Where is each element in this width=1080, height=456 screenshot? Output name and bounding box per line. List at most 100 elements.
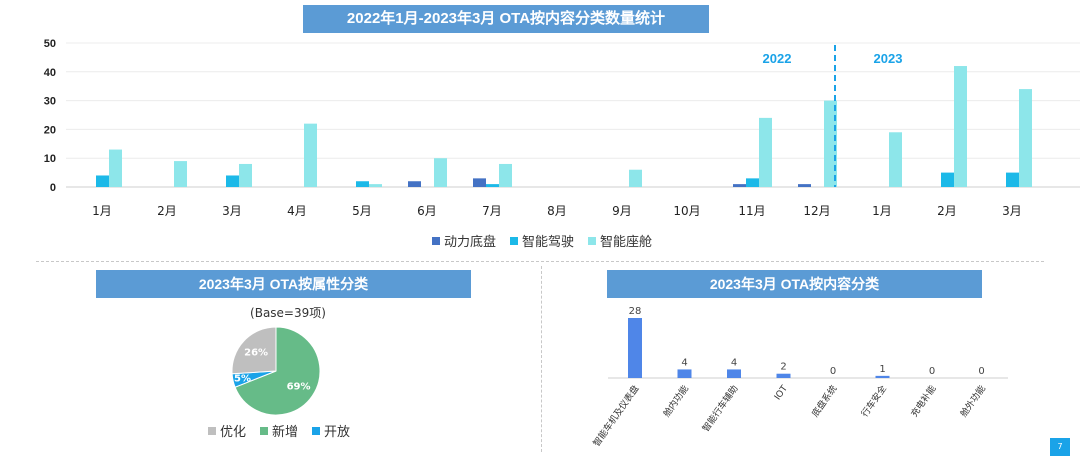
bar-cabin: [499, 163, 512, 187]
x-tick-label: 10月: [673, 204, 700, 218]
bar-drive: [486, 184, 499, 187]
bar-cabin: [304, 123, 317, 187]
pie-chart-title: 2023年3月 OTA按属性分类: [96, 270, 471, 298]
x-tick-label: 2月: [937, 204, 957, 218]
y-tick-label: 30: [44, 96, 56, 108]
x-tick-label: 3月: [222, 204, 242, 218]
content-bar: [628, 318, 642, 378]
x-tick-label: 8月: [547, 204, 567, 218]
bar-power: [408, 181, 421, 187]
y-tick-label: 20: [44, 124, 56, 136]
legend-swatch-power: [432, 236, 440, 245]
bar-drive: [356, 181, 369, 187]
x-tick-label: 6月: [417, 204, 437, 218]
legend-label-power: 动力底盘: [444, 235, 497, 250]
legend-label-optimize: 优化: [220, 425, 247, 440]
content-x-tick-label: IOT: [773, 384, 790, 403]
bar-cabin: [1019, 89, 1032, 187]
bar-cabin: [759, 117, 772, 187]
bar-power: [473, 178, 486, 187]
content-x-tick-label: 舱外功能: [957, 383, 987, 419]
content-x-tick-label: 行车安全: [858, 383, 888, 419]
y-tick-label: 40: [44, 67, 56, 79]
bar-power: [733, 184, 746, 187]
vertical-divider: [541, 266, 542, 452]
horizontal-divider: [36, 261, 1044, 262]
bar-cabin: [889, 132, 902, 187]
pie-chart-legend: 优化 新增 开放: [208, 421, 350, 440]
y-tick-label: 10: [44, 153, 56, 165]
content-x-tick-label: 底盘系统: [809, 383, 839, 419]
content-bar-value: 0: [830, 366, 836, 377]
bar-cabin: [109, 149, 122, 187]
y-tick-label: 50: [44, 38, 56, 50]
legend-item-optimize: 优化: [208, 421, 246, 440]
legend-swatch-optimize: [208, 426, 216, 435]
content-x-tick-label: 智能车机及仪表盘: [590, 383, 641, 449]
bar-cabin: [369, 184, 382, 187]
bar-cabin: [174, 161, 187, 187]
content-x-tick-label: 智能行车辅助: [700, 383, 741, 434]
content-bar-value: 0: [929, 366, 935, 377]
legend-swatch-drive: [510, 236, 519, 245]
main-chart-legend: 动力底盘 智能驾驶 智能座舱: [432, 231, 652, 250]
x-tick-label: 1月: [872, 204, 892, 218]
bar-drive: [96, 175, 109, 187]
legend-item-power: 动力底盘: [432, 231, 496, 250]
content-bar-value: 4: [731, 357, 737, 368]
content-x-tick-label: 充电补能: [908, 383, 938, 419]
bar-cabin: [434, 158, 447, 187]
bar-drive: [746, 178, 759, 187]
content-bar-value: 28: [629, 306, 642, 317]
bar-cabin: [824, 100, 837, 187]
content-bar-value: 0: [978, 366, 984, 377]
bar-drive: [1006, 172, 1019, 187]
legend-item-open: 开放: [312, 421, 350, 440]
legend-item-new: 新增: [260, 421, 298, 440]
bar-cabin: [629, 169, 642, 187]
content-bar: [677, 369, 692, 378]
bar-drive: [941, 172, 954, 187]
content-bar: [776, 373, 791, 378]
year-label-2023: 2023: [874, 51, 903, 66]
y-tick-label: 0: [50, 182, 56, 194]
legend-label-open: 开放: [324, 425, 351, 440]
content-bar-value: 1: [879, 364, 885, 375]
pie-base-note: (Base=39项): [250, 306, 326, 320]
pie-slice-optimize: [231, 326, 277, 375]
content-x-tick-label: 舱内功能: [660, 383, 690, 419]
legend-label-drive: 智能驾驶: [522, 235, 575, 250]
legend-swatch-new: [260, 426, 269, 435]
legend-item-cabin: 智能座舱: [588, 231, 652, 250]
content-bar: [727, 369, 741, 378]
pie-value-label: 5%: [234, 373, 251, 384]
legend-item-drive: 智能驾驶: [510, 231, 574, 250]
page-number: 7: [1050, 438, 1070, 456]
main-chart-title: 2022年1月-2023年3月 OTA按内容分类数量统计: [303, 5, 709, 33]
x-tick-label: 11月: [738, 204, 765, 218]
bar-power: [798, 184, 811, 187]
pie-value-label: 69%: [287, 381, 311, 392]
x-tick-label: 4月: [287, 204, 307, 218]
x-tick-label: 2月: [157, 204, 177, 218]
x-tick-label: 9月: [612, 204, 632, 218]
pie-value-label: 26%: [244, 347, 268, 358]
legend-swatch-open: [312, 426, 321, 435]
x-tick-label: 12月: [803, 204, 830, 218]
x-tick-label: 5月: [352, 204, 372, 218]
x-tick-label: 3月: [1002, 204, 1022, 218]
bar-drive: [226, 175, 239, 187]
content-chart-title: 2023年3月 OTA按内容分类: [607, 270, 982, 298]
content-bar-value: 2: [780, 362, 786, 373]
bar-cabin: [239, 163, 252, 187]
legend-label-cabin: 智能座舱: [600, 235, 653, 250]
x-tick-label: 1月: [92, 204, 112, 218]
x-tick-label: 7月: [482, 204, 502, 218]
content-bar-value: 4: [681, 357, 687, 368]
pie-slice-new: [234, 326, 321, 416]
legend-swatch-cabin: [588, 236, 597, 245]
legend-label-new: 新增: [272, 425, 299, 440]
year-label-2022: 2022: [763, 51, 792, 66]
bar-cabin: [954, 66, 967, 187]
